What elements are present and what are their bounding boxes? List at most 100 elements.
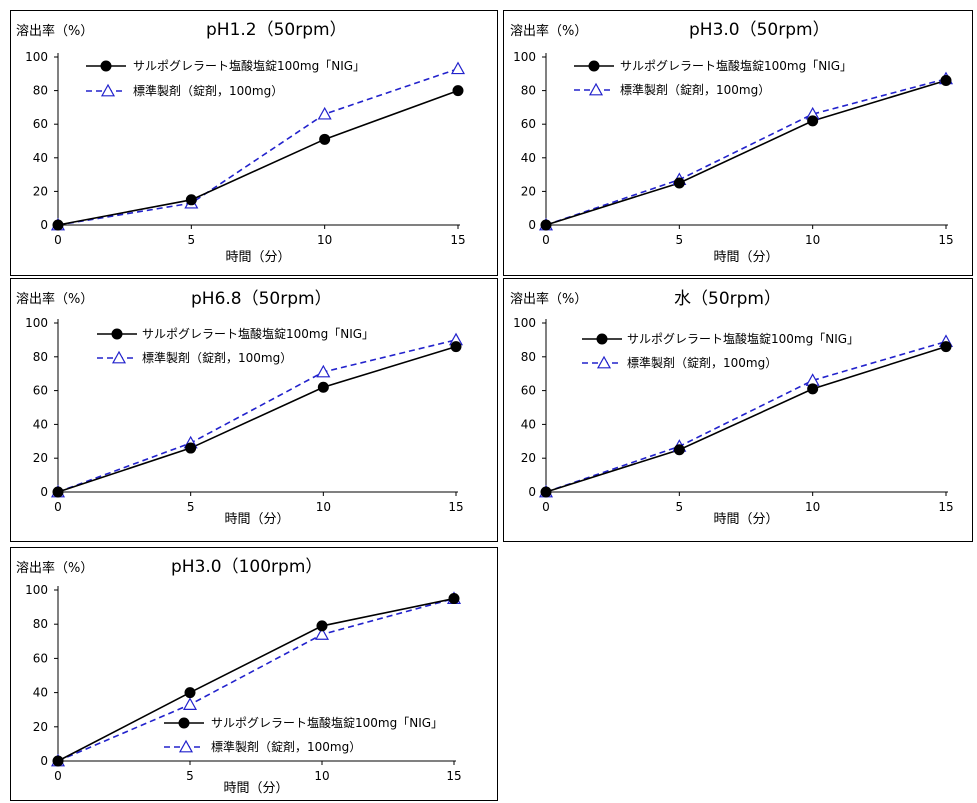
data-point-series-0	[185, 194, 197, 206]
y-tick-label: 80	[521, 350, 536, 364]
legend-marker-1	[100, 83, 116, 97]
chart-title: pH6.8（50rpm）	[191, 289, 332, 309]
y-axis-label: 溶出率（%）	[16, 560, 93, 576]
y-tick-label: 0	[528, 218, 536, 232]
data-point-series-1	[314, 627, 330, 640]
data-point-series-1	[182, 697, 198, 710]
chart-svg: 溶出率（%） pH6.8（50rpm） 0 20 40 60 80 100 0 5 10 15 時間（分…	[16, 289, 464, 527]
data-point-series-1	[317, 106, 332, 120]
x-tick-label: 10	[805, 500, 820, 514]
x-tick-label: 5	[188, 233, 196, 247]
data-point-series-0	[540, 486, 552, 498]
chart-title: 水（50rpm）	[674, 289, 781, 309]
x-axis-label: 時間（分）	[223, 781, 288, 796]
data-point-series-0	[807, 383, 819, 395]
x-tick-label: 15	[446, 769, 461, 783]
y-axis-label: 溶出率（%）	[16, 23, 93, 39]
x-tick-label: 5	[186, 769, 194, 783]
y-tick-label: 60	[33, 651, 48, 665]
series-line-1	[57, 68, 459, 226]
x-tick-label: 0	[542, 500, 550, 514]
chart-panel-ph3-0-100rpm: 溶出率（%） pH3.0（100rpm） 0 20 40 60 80 100 0 5 10 15 時間（…	[10, 547, 498, 801]
legend-marker-1	[111, 350, 127, 364]
y-tick-label: 0	[40, 485, 48, 499]
x-tick-label: 15	[938, 500, 953, 514]
x-tick-label: 15	[448, 500, 463, 514]
data-point-series-0	[673, 177, 685, 189]
series-line-0	[545, 345, 947, 493]
data-point-series-0	[185, 442, 197, 454]
y-tick-label: 20	[521, 451, 536, 465]
x-tick-label: 5	[187, 500, 195, 514]
x-axis-label: 時間（分）	[225, 250, 290, 265]
data-point-series-0	[448, 593, 460, 605]
x-axis-label: 時間（分）	[713, 250, 778, 265]
data-point-series-0	[452, 85, 464, 97]
x-tick-label: 0	[54, 769, 62, 783]
legend-marker-0	[178, 717, 190, 729]
x-tick-label: 0	[542, 233, 550, 247]
x-axis-label: 時間（分）	[713, 512, 778, 527]
data-point-series-0	[540, 219, 552, 231]
x-tick-label: 10	[316, 500, 331, 514]
x-tick-label: 0	[54, 233, 62, 247]
y-tick-label: 40	[521, 417, 536, 431]
y-tick-label: 100	[25, 316, 48, 330]
legend-label-0: サルポグレラート塩酸塩錠100mg「NIG」	[133, 58, 365, 73]
chart-svg: 溶出率（%） pH3.0（50rpm） 0 20 40 60 80 100 0 5 10 15 時間（分…	[510, 20, 954, 265]
legend-label-0: サルポグレラート塩酸塩錠100mg「NIG」	[211, 715, 443, 730]
data-point-series-0	[316, 620, 328, 632]
legend-label-1: 標準製剤（錠剤，100mg）	[211, 739, 361, 754]
series-line-1	[57, 597, 455, 762]
y-tick-label: 40	[33, 151, 48, 165]
data-point-series-0	[319, 133, 331, 145]
data-point-series-1	[316, 364, 331, 378]
x-tick-label: 15	[938, 233, 953, 247]
data-point-series-1	[450, 61, 466, 75]
legend-label-0: サルポグレラート塩酸塩錠100mg「NIG」	[627, 331, 859, 346]
series-line-1	[57, 339, 457, 493]
data-point-series-0	[940, 75, 952, 87]
y-tick-label: 80	[33, 84, 48, 98]
y-tick-label: 40	[521, 151, 536, 165]
x-tick-label: 10	[314, 769, 329, 783]
y-tick-label: 60	[521, 117, 536, 131]
chart-panel-ph6-8-50rpm: 溶出率（%） pH6.8（50rpm） 0 20 40 60 80 100 0 5 10 15 時間（分…	[10, 278, 498, 542]
data-point-series-0	[673, 444, 685, 456]
legend-label-1: 標準製剤（錠剤，100mg）	[142, 350, 292, 365]
y-tick-label: 60	[33, 384, 48, 398]
y-tick-label: 100	[25, 583, 48, 597]
y-tick-label: 0	[528, 485, 536, 499]
chart-title: pH3.0（50rpm）	[689, 20, 830, 40]
x-tick-label: 0	[54, 500, 62, 514]
y-tick-label: 40	[33, 417, 48, 431]
legend-marker-0	[596, 333, 608, 345]
y-tick-label: 80	[33, 617, 48, 631]
y-tick-label: 80	[521, 84, 536, 98]
x-tick-label: 5	[676, 233, 684, 247]
series-line-1	[545, 340, 947, 493]
legend-label-1: 標準製剤（錠剤，100mg）	[627, 355, 777, 370]
y-axis-label: 溶出率（%）	[16, 291, 93, 307]
series-line-0	[57, 89, 459, 226]
x-tick-label: 5	[676, 500, 684, 514]
y-tick-label: 60	[33, 117, 48, 131]
x-tick-label: 15	[450, 233, 465, 247]
legend-marker-1	[178, 739, 194, 753]
data-point-series-0	[184, 687, 196, 699]
y-tick-label: 20	[33, 720, 48, 734]
legend-marker-1	[596, 355, 612, 369]
x-tick-label: 10	[805, 233, 820, 247]
legend-marker-0	[588, 60, 600, 72]
data-point-series-0	[52, 755, 64, 767]
data-point-series-0	[317, 381, 329, 393]
data-point-series-0	[52, 486, 64, 498]
chart-svg: 溶出率（%） pH1.2（50rpm） 0 20 40 60 80 100 0 5 10 15 時間（分…	[16, 20, 466, 265]
legend-label-1: 標準製剤（錠剤，100mg）	[620, 82, 770, 97]
chart-panel-ph3-0-50rpm: 溶出率（%） pH3.0（50rpm） 0 20 40 60 80 100 0 5 10 15 時間（分…	[503, 10, 973, 276]
chart-svg: 溶出率（%） 水（50rpm） 0 20 40 60 80 100 0 5 10 15 時間（分） サルポ…	[510, 289, 954, 527]
series-line-0	[545, 79, 947, 226]
chart-svg: 溶出率（%） pH3.0（100rpm） 0 20 40 60 80 100 0 5 10 15 時間（…	[16, 557, 462, 796]
y-tick-label: 60	[521, 384, 536, 398]
legend-label-0: サルポグレラート塩酸塩錠100mg「NIG」	[142, 326, 374, 341]
